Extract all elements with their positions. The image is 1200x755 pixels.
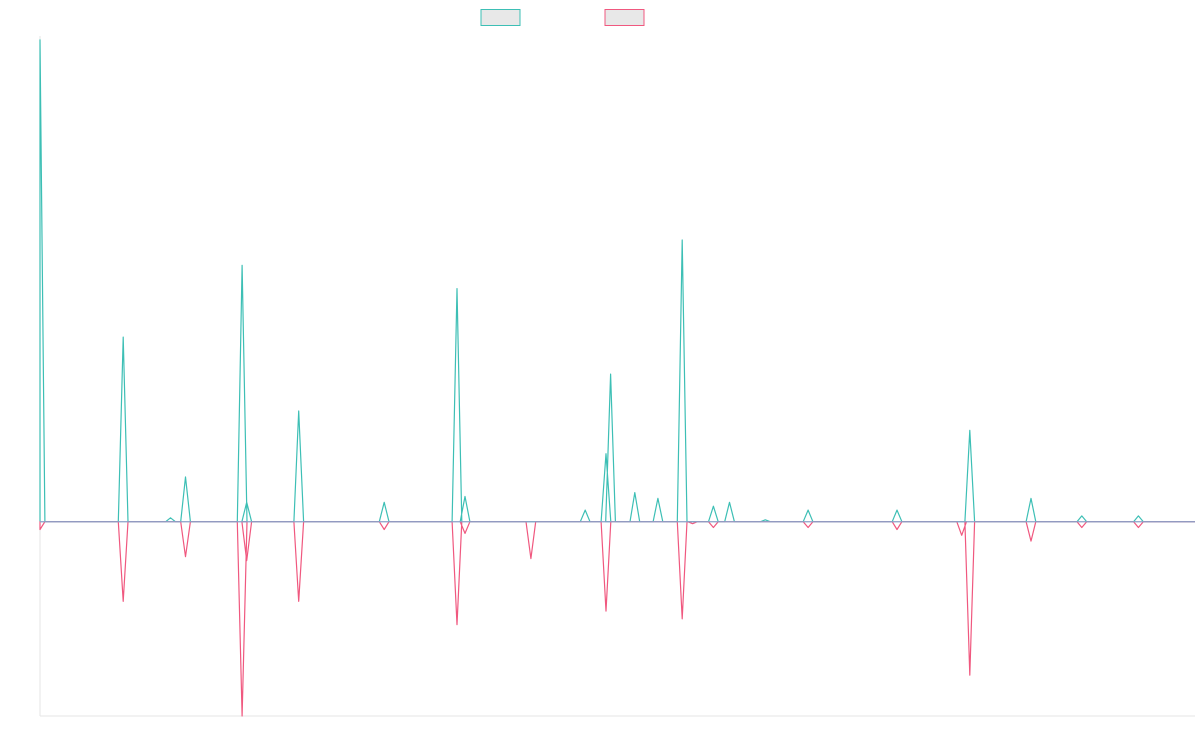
series-layer [40,40,1195,716]
axes [40,36,1195,716]
legend-swatch-1 [481,10,520,26]
series-line-1 [40,40,1195,522]
series-line-2 [40,522,1195,716]
legend [481,10,644,26]
legend-swatch-2 [605,10,644,26]
